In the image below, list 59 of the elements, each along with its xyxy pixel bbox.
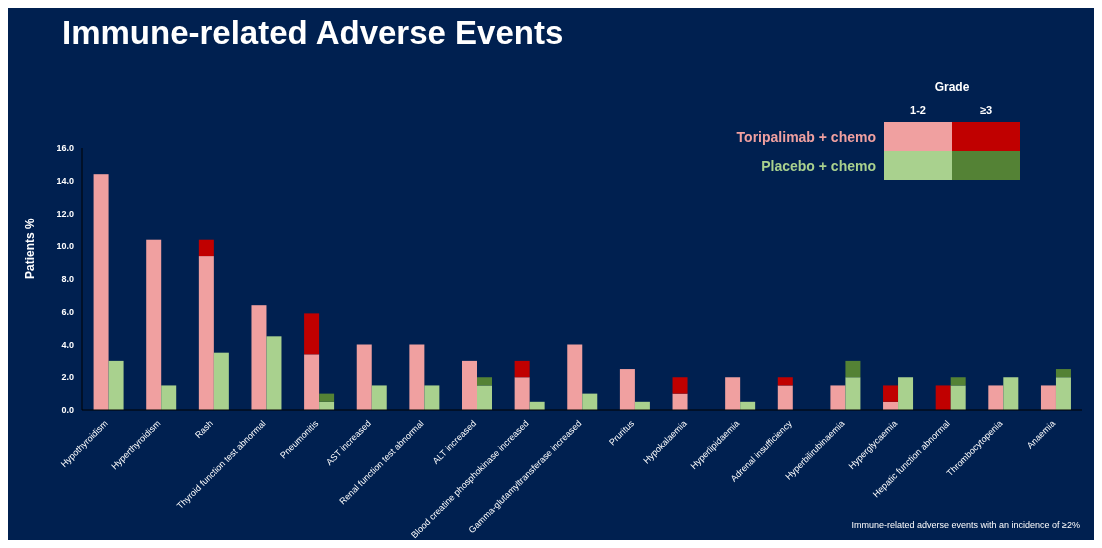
bar [898,377,914,410]
chart-title: Immune-related Adverse Events [62,14,564,52]
bar [371,385,387,410]
bar [198,256,214,410]
y-tick-label: 10.0 [56,241,74,252]
bar [266,336,282,410]
bar [146,239,162,410]
bar [304,313,320,355]
bar [198,239,214,257]
bar [619,369,635,410]
bar [777,385,793,410]
bar [567,344,583,410]
bar [830,385,846,410]
bar [1003,377,1019,410]
bar [950,385,966,410]
bar [251,305,267,410]
y-tick-label: 12.0 [56,208,74,219]
y-tick-label: 2.0 [61,372,74,383]
bar [356,344,372,410]
legend-label: Placebo + chemo [760,157,876,174]
legend-title: Grade [933,80,971,94]
bar [304,354,320,410]
bar [950,377,966,386]
bar [319,393,335,402]
bar [514,377,530,410]
bar [845,377,861,410]
text: 1-2 [909,104,927,116]
bar [93,174,109,410]
y-tick-label: 4.0 [61,339,74,350]
bar [462,360,477,410]
text: Immune-related adverse events with an incidence of ≥2% [851,520,1080,530]
bar [777,377,793,386]
bar [582,393,598,410]
bar [213,352,229,410]
bar [424,385,440,410]
bar [1055,377,1071,410]
bar [409,344,425,410]
bar [935,385,951,410]
bar [883,385,899,402]
y-axis-title: Patients % [23,217,38,279]
bar [477,377,492,386]
y-tick-label: 16.0 [56,143,74,154]
bar [725,377,741,410]
bar [672,393,688,410]
bar [477,385,492,410]
legend-label: Toripalimab + chemo [735,128,876,145]
text: ≥3 [978,104,994,116]
y-tick-label: 0.0 [61,405,74,416]
y-tick-label: 14.0 [56,175,74,186]
bar [1055,369,1071,378]
bar [988,385,1004,410]
bar [845,360,861,378]
bar [514,360,530,378]
y-tick-label: 8.0 [61,274,74,285]
bar [108,360,124,410]
bar [1040,385,1056,410]
y-tick-label: 6.0 [61,306,74,317]
bar [161,385,177,410]
bar [672,377,688,394]
